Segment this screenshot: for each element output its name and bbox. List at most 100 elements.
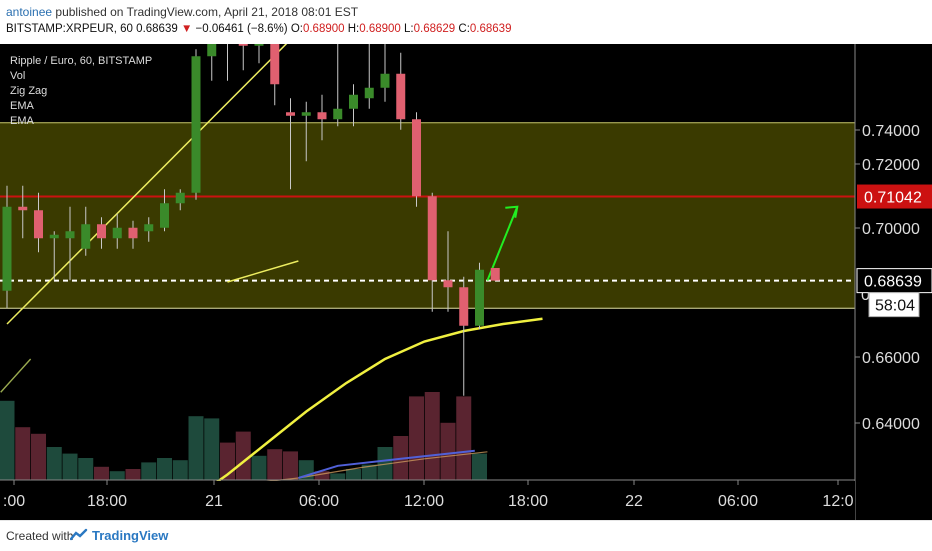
candle-body: [254, 44, 264, 46]
candle-body: [175, 192, 185, 204]
candle-body: [160, 203, 169, 228]
time-tick-label: 21: [205, 493, 223, 510]
volume-bar: [330, 473, 346, 480]
candle-body: [443, 280, 453, 288]
legend-zigzag: Zig Zag: [10, 85, 48, 97]
candle-body: [97, 224, 106, 239]
time-tick-label: 12:00: [404, 493, 444, 510]
volume-bar: [109, 471, 125, 480]
candle-body: [207, 44, 217, 57]
candle-body: [65, 231, 75, 239]
zigzag-line: [6, 44, 288, 325]
symbol-label: BITSTAMP:XRPEUR, 60: [6, 23, 133, 35]
volume-bar: [456, 396, 472, 480]
volume-bar: [157, 458, 172, 480]
price-tick-label: 0.74000: [862, 123, 920, 140]
volume-bar: [125, 469, 141, 480]
countdown-label: 58:04: [875, 298, 915, 315]
volume-bar: [346, 469, 361, 480]
price-tick-label: 0.66000: [862, 350, 920, 367]
candle-body: [270, 44, 280, 85]
high-label: H:: [347, 23, 360, 35]
tradingview-brand[interactable]: TradingView: [92, 528, 169, 543]
chart-legend: Ripple / Euro, 60, BITSTAMP Vol Zig Zag …: [10, 54, 152, 129]
candle-body: [2, 206, 12, 291]
price-tick-label: 0.70000: [862, 221, 920, 238]
time-tick-label: 18:00: [87, 493, 127, 510]
price-chart[interactable]: 0.74000 0.72000 0.70000 0.66000 0.64000 0 0.71…: [0, 44, 932, 520]
volume-bar: [440, 422, 456, 480]
candle-body: [191, 56, 201, 193]
volume-bar: [62, 453, 78, 480]
low-label: L:: [404, 23, 414, 35]
resistance-price-box: [857, 184, 932, 209]
volume-bar: [15, 427, 31, 480]
candle-body: [144, 224, 154, 232]
time-axis: [0, 481, 855, 520]
zigzag-line: [227, 260, 299, 283]
volume-bar: [424, 392, 440, 480]
volume-bar: [361, 464, 377, 480]
legend-ema-1: EMA: [10, 100, 34, 112]
resistance-price-label: 0.71042: [864, 190, 922, 207]
candle-body: [475, 269, 484, 326]
last-price: 0.68639: [136, 23, 178, 35]
candle-body: [18, 206, 28, 211]
tradingview-logo-icon: [70, 528, 88, 541]
change-value: −0.06461 (−8.6%): [195, 23, 288, 35]
volume-bar: [172, 460, 188, 480]
time-tick-label: 06:00: [299, 493, 339, 510]
time-tick-label: :00: [3, 493, 25, 510]
legend-ema-2: EMA: [10, 115, 34, 127]
candle-body: [380, 73, 390, 88]
down-arrow-icon: ▼: [180, 23, 193, 35]
volume-bar: [31, 433, 46, 480]
volume-bar: [188, 416, 204, 480]
volume-bar: [283, 451, 298, 480]
price-tick-label: 0.64000: [862, 416, 920, 433]
chart-area[interactable]: 0.74000 0.72000 0.70000 0.66000 0.64000 0 0.71…: [0, 44, 932, 520]
candle-body: [490, 268, 500, 281]
candle-body: [459, 287, 469, 326]
created-with-text: Created with: [6, 529, 74, 543]
time-tick-label: 18:00: [508, 493, 548, 510]
candle-body: [34, 210, 43, 239]
ohlc-line: BITSTAMP:XRPEUR, 60 0.68639 ▼ −0.06461 (…: [6, 23, 511, 35]
candle-body: [427, 196, 437, 281]
volume-bar: [251, 455, 267, 480]
time-tick-label: 12:0: [822, 493, 853, 510]
candle-body: [286, 112, 295, 116]
price-tick-label: 0.72000: [862, 157, 920, 174]
candle-body: [349, 94, 358, 109]
volume-bar: [472, 453, 487, 480]
footer: Created with TradingView: [0, 520, 932, 551]
time-tick-label: 06:00: [718, 493, 758, 510]
price-tick-label: 0: [861, 287, 870, 304]
candle-body: [364, 87, 374, 99]
volume-bar: [409, 396, 424, 480]
candle-body: [128, 227, 138, 239]
ema-blue-line: [298, 449, 475, 479]
candle-body: [301, 112, 311, 116]
candle-body: [81, 224, 91, 249]
close-value: 0.68639: [469, 23, 512, 35]
current-price-label: 0.68639: [864, 274, 922, 291]
trend-line: [0, 358, 32, 393]
volume-bar: [235, 431, 251, 480]
candle-body: [412, 119, 421, 197]
volume-bar: [267, 449, 283, 480]
volume-bar: [78, 458, 94, 480]
volume-bar: [204, 418, 220, 480]
countdown-box: [868, 292, 920, 318]
publish-info: antoinee published on TradingView.com, A…: [6, 5, 358, 19]
volume-bar: [94, 466, 109, 480]
candle-body: [317, 112, 327, 120]
volume-bar: [46, 447, 62, 480]
author-link[interactable]: antoinee: [6, 5, 53, 19]
candle-body: [112, 227, 122, 239]
volume-bar: [314, 471, 330, 480]
close-label: C:: [458, 23, 470, 35]
open-value: 0.68900: [302, 23, 345, 35]
legend-vol: Vol: [10, 70, 26, 82]
candle-body: [396, 73, 406, 120]
